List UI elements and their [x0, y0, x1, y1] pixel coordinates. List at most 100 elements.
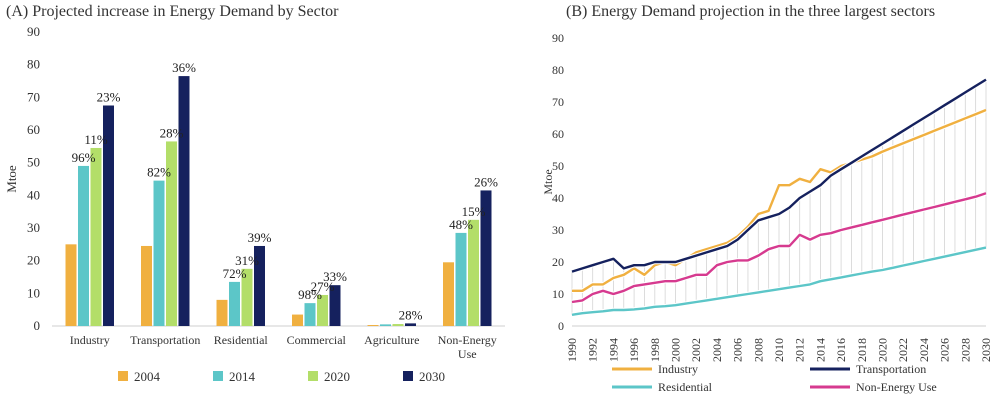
chart-b-line-residential — [571, 246, 987, 316]
chart-a-y-tick-60: 60 — [27, 122, 40, 137]
chart-a-data-label: 72% — [223, 266, 247, 281]
chart-a-bar-industry-2014 — [78, 165, 89, 326]
chart-b-x-tick-1992: 1992 — [586, 338, 600, 362]
chart-a-category-label: Transportation — [130, 333, 200, 347]
chart-b-x-tick-2026: 2026 — [938, 338, 952, 362]
chart-a-bar-agriculture-2014 — [380, 324, 391, 326]
chart-b-title: (B) Energy Demand projection in the thre… — [566, 3, 935, 20]
chart-a-bar-non-energy-use-2020 — [468, 219, 479, 326]
chart-a-bar-transportation-2004 — [141, 245, 152, 326]
chart-a-category-label: Industry — [70, 333, 110, 347]
chart-a-bar-transportation-2014 — [153, 180, 165, 326]
chart-a-data-label: 33% — [323, 269, 347, 284]
chart-a-bar-residential-2030 — [254, 245, 265, 326]
chart-b-y-tick-0: 0 — [558, 319, 564, 333]
chart-b-y-tick-50: 50 — [552, 159, 564, 173]
chart-b-line-transportation — [571, 78, 987, 273]
chart-b-line-industry — [572, 108, 987, 292]
chart-a-bar-non-energy-use-2014 — [455, 232, 467, 326]
chart-b-x-tick-2016: 2016 — [834, 338, 848, 362]
chart-b-legend-label-residential: Residential — [658, 380, 713, 394]
chart-a-legend-label-2030: 2030 — [419, 369, 445, 384]
chart-a-data-label: 27% — [311, 279, 335, 294]
chart-a-bar-commercial-2030 — [329, 285, 341, 326]
chart-a-bar-non-energy-use-2004 — [443, 262, 454, 326]
chart-a-title: (A) Projected increase in Energy Demand … — [6, 3, 339, 20]
chart-a-category-label: Use — [458, 347, 477, 361]
chart-b-x-tick-2018: 2018 — [855, 338, 869, 362]
chart-a-y-tick-70: 70 — [27, 89, 40, 104]
chart-b-x-tick-2004: 2004 — [710, 338, 724, 362]
chart-b-x-tick-1996: 1996 — [627, 338, 641, 362]
chart-b-y-tick-10: 10 — [552, 287, 564, 301]
chart-a-data-label: 39% — [248, 230, 272, 245]
chart-a-data-label: 96% — [72, 150, 96, 165]
chart-a-category-label: Agriculture — [364, 333, 419, 347]
chart-b-x-tick-1998: 1998 — [648, 338, 662, 362]
chart-a-bar-industry-2030 — [103, 105, 114, 326]
chart-a-legend-swatch-2014 — [213, 371, 223, 381]
chart-b-y-tick-90: 90 — [552, 31, 564, 45]
chart-b-x-tick-2014: 2014 — [813, 338, 827, 362]
chart-a-y-tick-10: 10 — [27, 285, 40, 300]
chart-b-x-tick-2012: 2012 — [793, 338, 807, 362]
chart-a-y-tick-80: 80 — [27, 57, 40, 72]
chart-b-y-tick-70: 70 — [552, 95, 564, 109]
chart-b-y-axis-label: Mtoe — [541, 169, 555, 194]
chart-a-data-label: 26% — [474, 174, 498, 189]
chart-a-data-label: 82% — [147, 165, 171, 180]
chart-b-x-tick-2020: 2020 — [876, 338, 890, 362]
chart-b-x-tick-2010: 2010 — [772, 338, 786, 362]
chart-a-legend-swatch-2004 — [118, 371, 128, 381]
chart-a-data-label: 48% — [449, 217, 473, 232]
chart-a-data-label: 23% — [97, 90, 121, 105]
chart-b-x-tick-2006: 2006 — [731, 338, 745, 362]
chart-b-legend-label-non-energy-use: Non-Energy Use — [856, 380, 937, 394]
chart-a-legend-swatch-2030 — [403, 371, 413, 381]
chart-a-data-label: 11% — [84, 132, 108, 147]
chart-b-x-tick-2002: 2002 — [689, 338, 703, 362]
chart-a-data-label: 98% — [298, 287, 322, 302]
chart-b-x-tick-2028: 2028 — [958, 338, 972, 362]
chart-a-bar-residential-2004 — [216, 299, 228, 326]
chart-a-y-tick-30: 30 — [27, 220, 40, 235]
chart-b-x-tick-2022: 2022 — [896, 338, 910, 362]
chart-a-bar-commercial-2004 — [292, 314, 303, 326]
chart-b-x-tick-2024: 2024 — [917, 338, 931, 362]
chart-a-data-label: 36% — [172, 60, 196, 75]
chart-a-y-tick-90: 90 — [27, 24, 40, 39]
chart-b-demand-projection-largest-sectors: (B) Energy Demand projection in the thre… — [541, 3, 993, 394]
chart-a-legend-label-2004: 2004 — [134, 369, 161, 384]
chart-a-category-label: Commercial — [287, 333, 347, 347]
chart-b-y-tick-30: 30 — [552, 223, 564, 237]
chart-b-x-tick-1994: 1994 — [606, 338, 620, 362]
chart-b-x-tick-2000: 2000 — [669, 338, 683, 362]
chart-a-projected-increase-by-sector: (A) Projected increase in Energy Demand … — [4, 3, 505, 384]
chart-a-y-tick-0: 0 — [34, 318, 41, 333]
chart-b-x-tick-1990: 1990 — [565, 338, 579, 362]
chart-a-data-label: 28% — [399, 307, 423, 322]
chart-a-legend-label-2014: 2014 — [229, 369, 256, 384]
chart-b-x-tick-2030: 2030 — [979, 338, 993, 362]
chart-a-bar-non-energy-use-2030 — [480, 190, 492, 326]
chart-a-bar-residential-2020 — [241, 268, 253, 326]
chart-a-bar-commercial-2014 — [304, 303, 316, 326]
chart-a-legend-swatch-2020 — [308, 371, 318, 381]
chart-a-data-label: 28% — [160, 125, 184, 140]
chart-b-legend-label-transportation: Transportation — [856, 362, 926, 376]
chart-a-y-tick-50: 50 — [27, 155, 40, 170]
chart-a-bar-commercial-2020 — [317, 294, 328, 326]
chart-a-category-label: Non-Energy — [438, 333, 497, 347]
chart-a-data-label: 15% — [462, 204, 486, 219]
chart-a-bar-transportation-2030 — [178, 76, 190, 326]
chart-a-data-label: 31% — [235, 253, 259, 268]
chart-b-y-tick-60: 60 — [552, 127, 564, 141]
chart-b-y-tick-80: 80 — [552, 63, 564, 77]
chart-b-y-tick-40: 40 — [552, 191, 564, 205]
chart-a-bar-transportation-2020 — [166, 141, 177, 326]
chart-a-y-tick-20: 20 — [27, 253, 40, 268]
chart-a-bar-agriculture-2020 — [392, 324, 404, 326]
chart-b-legend-label-industry: Industry — [658, 362, 698, 376]
chart-b-y-tick-20: 20 — [552, 255, 564, 269]
